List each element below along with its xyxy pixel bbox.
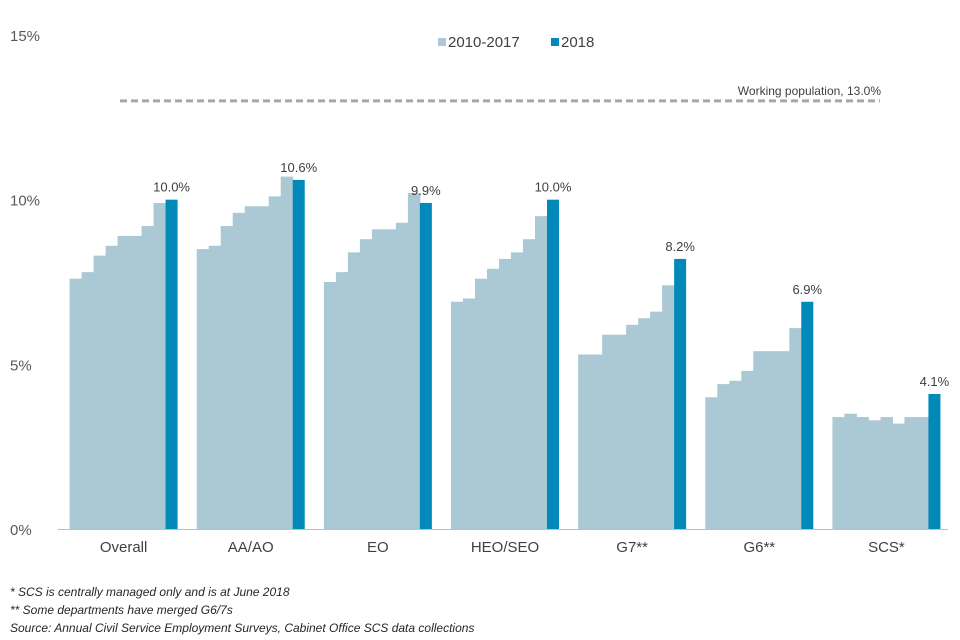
bar-2010-2017: [662, 285, 675, 529]
bar-2010-2017: [590, 354, 603, 529]
bar-2010-2017: [789, 328, 802, 529]
bar-2010-2017: [153, 202, 167, 529]
y-tick-label: 10%: [10, 193, 40, 210]
bar-2010-2017: [105, 245, 119, 530]
bar-2010-2017: [232, 212, 246, 529]
category-label: EO: [367, 539, 389, 556]
bar-2010-2017: [244, 206, 258, 529]
legend-label: 2018: [561, 34, 594, 51]
bar-2010-2017: [638, 318, 651, 529]
bar-2010-2017: [280, 176, 294, 529]
bar-2010-2017: [856, 417, 869, 529]
bar-2010-2017: [880, 417, 893, 529]
bar-2010-2017: [741, 370, 754, 529]
y-tick-label: 15%: [10, 28, 40, 45]
bar-2010-2017: [904, 417, 917, 529]
data-label-2018: 9.9%: [411, 183, 441, 198]
footnote-source: Source: Annual Civil Service Employment …: [10, 621, 475, 635]
bar-2010-2017: [705, 397, 718, 529]
bar-2018: [674, 258, 687, 529]
legend-swatch: [438, 38, 446, 46]
bar-2010-2017: [650, 311, 663, 529]
bar-2010-2017: [220, 226, 234, 529]
data-label-2018: 10.0%: [535, 180, 572, 195]
bar-2010-2017: [323, 282, 337, 529]
bar-2010-2017: [359, 239, 373, 530]
bar-2018: [165, 199, 178, 529]
data-label-2018: 6.9%: [792, 282, 822, 297]
bar-2010-2017: [535, 216, 548, 529]
bar-2010-2017: [69, 278, 83, 529]
bar-2010-2017: [916, 417, 929, 529]
bar-2018: [928, 393, 941, 529]
bar-2010-2017: [626, 324, 639, 529]
bar-2010-2017: [717, 384, 730, 529]
category-label: SCS*: [868, 539, 905, 556]
bar-2010-2017: [777, 351, 790, 529]
legend-swatch: [551, 38, 559, 46]
category-label: HEO/SEO: [471, 539, 539, 556]
bar-2010-2017: [81, 272, 95, 529]
bar-2010-2017: [463, 298, 476, 529]
legend-label: 2010-2017: [448, 34, 520, 51]
category-label: G6**: [743, 539, 775, 556]
bar-2010-2017: [141, 226, 155, 529]
data-label-2018: 8.2%: [665, 239, 695, 254]
bar-2010-2017: [868, 420, 881, 529]
bar-2010-2017: [129, 235, 143, 530]
bar-2010-2017: [475, 278, 488, 529]
bar-2010-2017: [383, 229, 397, 529]
bar-2010-2017: [208, 245, 222, 530]
bar-2018: [801, 301, 814, 529]
bar-2010-2017: [765, 351, 778, 529]
bar-2010-2017: [347, 252, 361, 530]
bar-2010-2017: [832, 417, 845, 529]
y-tick-label: 0%: [10, 522, 32, 539]
bar-2010-2017: [395, 222, 409, 529]
footnotes: * SCS is centrally managed only and is a…: [10, 583, 474, 637]
bar-2010-2017: [93, 255, 107, 530]
bar-2018: [292, 179, 305, 529]
bar-2010-2017: [602, 334, 615, 529]
bar-2010-2017: [451, 301, 464, 529]
bar-2010-2017: [256, 206, 270, 529]
bar-chart: 0% 5% 10% 15% Working population, 13.0% 10.0%…: [10, 28, 950, 556]
category-label: AA/AO: [228, 539, 274, 556]
bar-2010-2017: [578, 354, 591, 529]
bar-2010-2017: [335, 272, 349, 529]
bar-2010-2017: [753, 351, 766, 529]
bar-2010-2017: [268, 196, 282, 529]
bar-2010-2017: [196, 249, 210, 530]
data-label-2018: 10.6%: [280, 160, 317, 175]
data-label-2018: 10.0%: [153, 180, 190, 195]
bar-2010-2017: [523, 239, 536, 530]
bar-2010-2017: [487, 268, 500, 529]
bar-2018: [547, 199, 559, 529]
bar-2010-2017: [407, 193, 421, 529]
data-label-2018: 4.1%: [920, 374, 950, 389]
bar-2010-2017: [117, 235, 131, 530]
bar-2010-2017: [499, 258, 512, 529]
bar-2018: [419, 202, 432, 529]
bar-2010-2017: [614, 334, 627, 529]
category-label: Overall: [100, 539, 148, 556]
bar-2010-2017: [729, 380, 742, 529]
bar-2010-2017: [892, 423, 905, 529]
y-tick-label: 5%: [10, 357, 32, 374]
bar-2010-2017: [371, 229, 385, 529]
bar-2010-2017: [844, 413, 857, 529]
category-label: G7**: [616, 539, 648, 556]
bar-2010-2017: [511, 252, 524, 530]
reference-line-label: Working population, 13.0%: [738, 84, 882, 98]
footnote-g6-g7: ** Some departments have merged G6/7s: [10, 603, 233, 617]
footnote-scs: * SCS is centrally managed only and is a…: [10, 585, 290, 599]
